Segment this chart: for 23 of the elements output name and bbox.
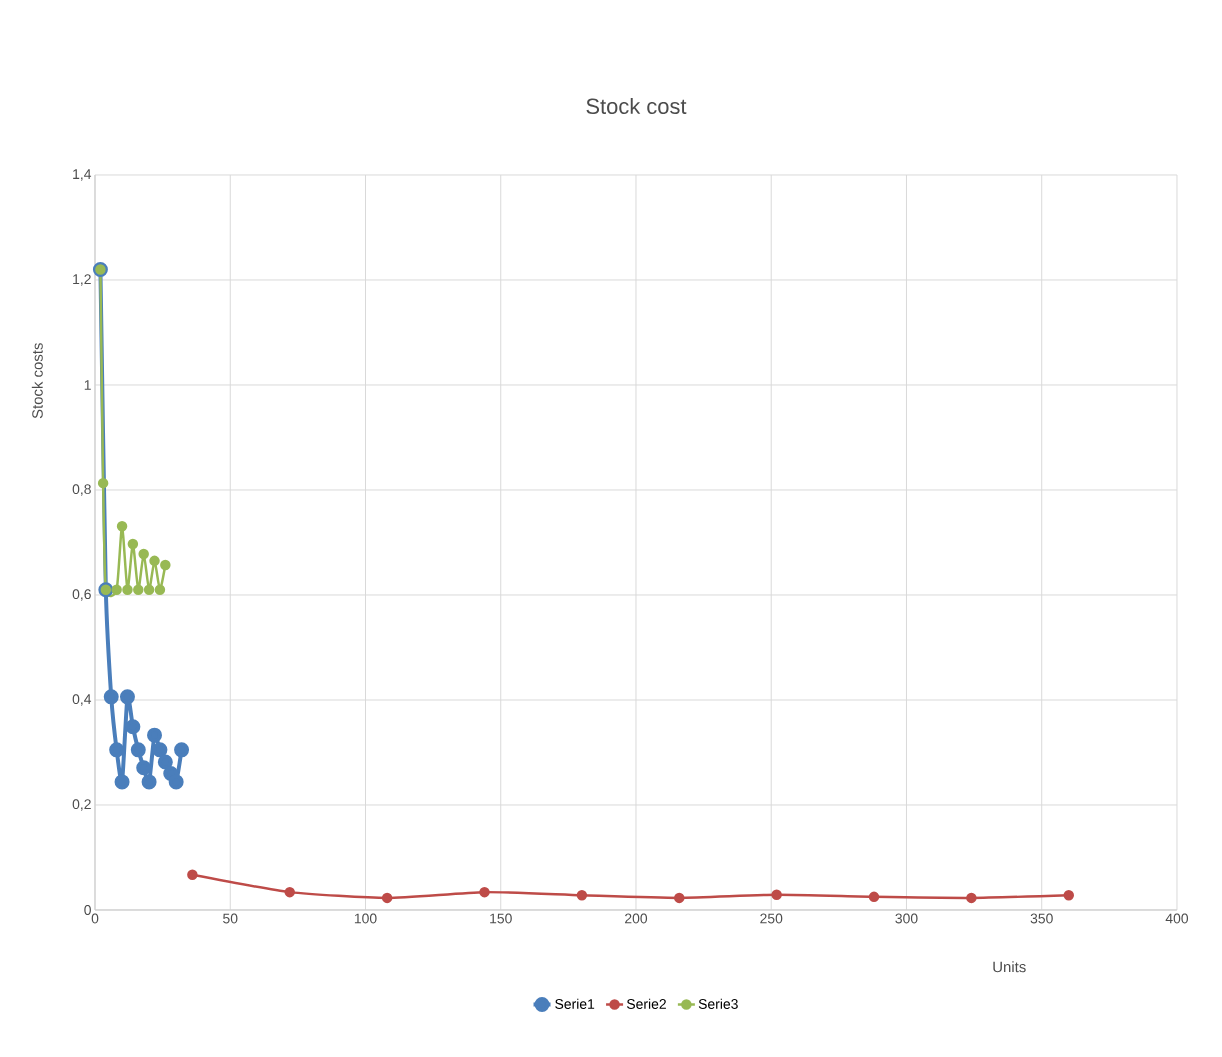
y-tick-label: 0,8	[72, 484, 91, 496]
x-tick-label: 350	[1030, 913, 1053, 924]
legend-label: Serie2	[626, 998, 666, 1009]
x-tick-label: 400	[1165, 913, 1189, 924]
y-tick-label: 1,4	[73, 169, 92, 181]
x-tick-label: 0	[91, 913, 99, 924]
x-tick-label: 50	[223, 913, 238, 924]
y-tick-label: 0,4	[72, 694, 92, 706]
y-tick-label: 1	[84, 380, 91, 390]
y-tick-label: 0,6	[72, 589, 91, 601]
x-tick-label: 200	[625, 913, 648, 924]
x-tick-label: 100	[354, 913, 377, 924]
chart-title: Stock cost	[586, 97, 687, 115]
y-tick-label: 0,2	[72, 799, 91, 811]
x-tick-label: 250	[760, 913, 783, 924]
legend-label: Serie3	[698, 998, 738, 1009]
legend-label: Serie1	[555, 998, 595, 1009]
y-tick-label: 0	[84, 905, 91, 915]
y-axis-title: Stock costs	[31, 343, 43, 419]
x-tick-label: 150	[490, 913, 512, 924]
x-axis-title: Units	[993, 961, 1026, 973]
x-tick-label: 300	[895, 913, 918, 924]
y-tick-label: 1,2	[73, 274, 91, 286]
